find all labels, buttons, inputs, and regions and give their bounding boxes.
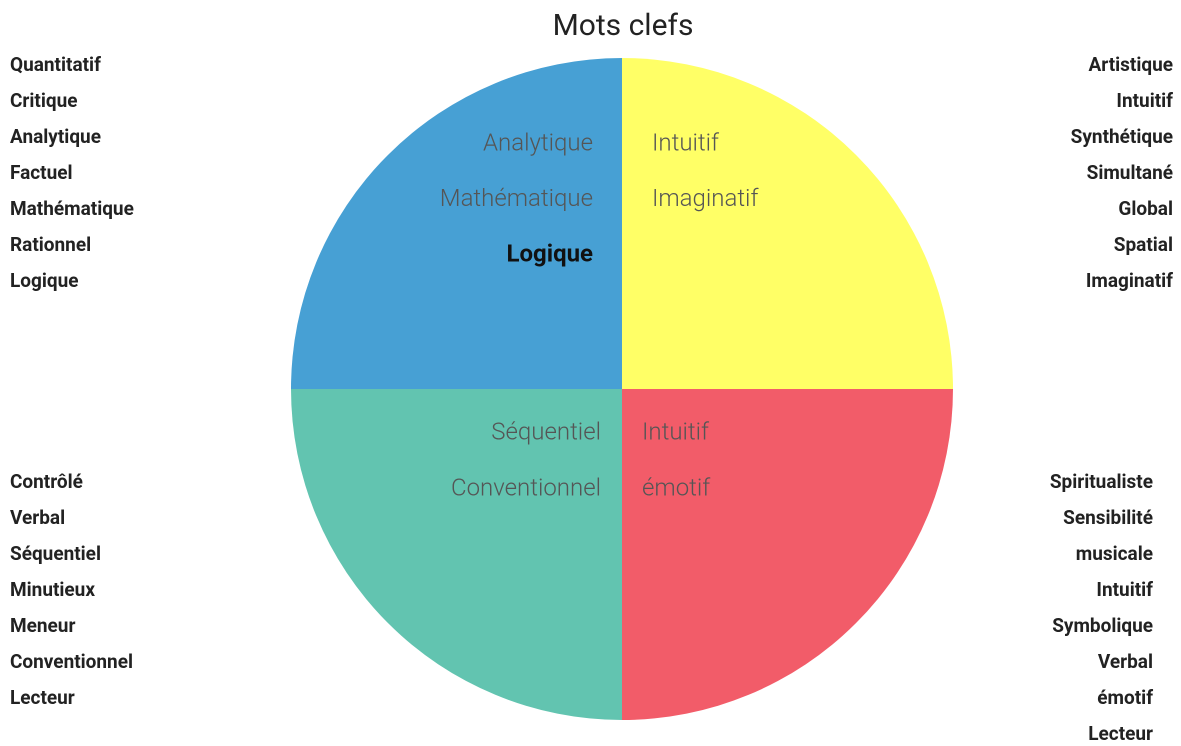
- keyword: émotif: [1097, 686, 1153, 709]
- inner-label: Séquentiel: [491, 417, 601, 445]
- keyword: Logique: [10, 269, 79, 292]
- keyword: Imaginatif: [1086, 269, 1173, 292]
- keyword: Symbolique: [1052, 614, 1153, 637]
- quadrant-yellow: [622, 58, 953, 389]
- keyword: Synthétique: [1071, 125, 1173, 148]
- keyword: Quantitatif: [10, 53, 101, 76]
- keyword: Sensibilité: [1063, 506, 1153, 529]
- inner-label: Logique: [506, 239, 593, 267]
- keyword: Meneur: [10, 614, 75, 637]
- inner-label: Analytique: [483, 128, 593, 156]
- keyword: Simultané: [1087, 161, 1173, 184]
- keyword: Intuitif: [1116, 89, 1173, 112]
- keyword: Spatial: [1114, 233, 1173, 256]
- keyword: Rationnel: [10, 233, 91, 256]
- inner-label: Conventionnel: [451, 473, 601, 501]
- quadrant-green: [291, 389, 622, 720]
- title: Mots clefs: [553, 8, 694, 43]
- keyword: Lecteur: [1088, 722, 1153, 745]
- keyword: Analytique: [10, 125, 101, 148]
- keyword: Verbal: [1098, 650, 1153, 673]
- keyword: Intuitif: [1096, 578, 1153, 601]
- inner-label: Imaginatif: [652, 184, 759, 212]
- keyword: Mathématique: [10, 197, 134, 220]
- inner-label: Intuitif: [642, 417, 710, 445]
- quadrant-red: [622, 389, 953, 720]
- quadrant-blue: [291, 58, 622, 389]
- keyword: Critique: [10, 89, 78, 112]
- keyword: Conventionnel: [10, 650, 133, 673]
- keyword: Séquentiel: [10, 542, 101, 565]
- keyword: Lecteur: [10, 686, 75, 709]
- inner-label: Mathématique: [440, 184, 593, 212]
- keyword: Spiritualiste: [1050, 470, 1153, 493]
- inner-label: Intuitif: [652, 128, 720, 156]
- keyword: Global: [1118, 197, 1173, 220]
- keyword: musicale: [1076, 542, 1153, 565]
- inner-label: émotif: [642, 473, 711, 501]
- keyword: Artistique: [1089, 53, 1173, 76]
- keyword: Factuel: [10, 161, 73, 184]
- keyword: Contrôlé: [10, 470, 83, 493]
- keyword: Minutieux: [10, 578, 95, 601]
- keyword: Verbal: [10, 506, 65, 529]
